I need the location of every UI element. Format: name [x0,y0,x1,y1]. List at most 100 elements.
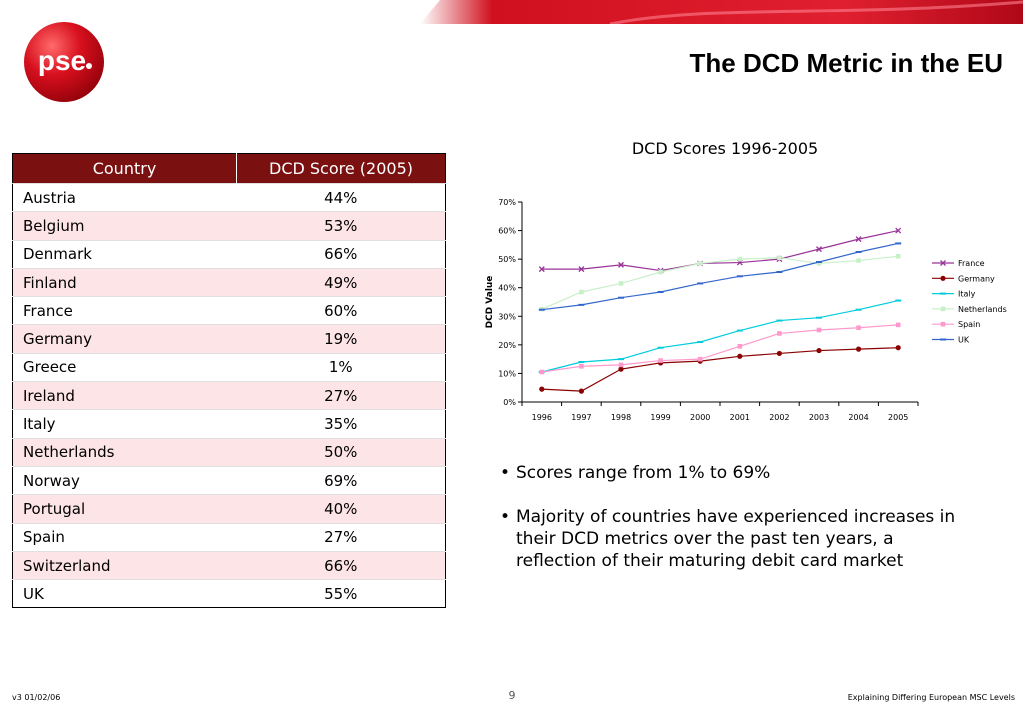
data-point-germany [776,350,782,357]
legend-marker-italy [940,292,946,295]
data-point-netherlands [618,281,624,286]
dcd-line-chart: 0% 10% 20% 30% 40% 50% 60% 70% 1996 1997 1998 1999 2… [478,190,1018,430]
data-point-netherlands [658,269,663,275]
score-cell: 19% [236,324,446,354]
data-point-germany [578,388,584,394]
data-point-france [895,227,902,234]
y-axis-label: DCD Value [485,276,495,329]
data-point-spain [539,369,545,375]
data-point-italy [697,341,704,343]
data-point-spain [658,358,663,363]
data-point-spain [895,322,901,328]
data-point-uk [736,275,743,278]
country-cell: Denmark [12,239,237,269]
series-line-netherlands [541,255,899,310]
country-cell: Germany [12,324,237,354]
series-line-france [541,229,899,272]
pse-logo: pse [22,20,106,104]
legend-label-france: France [958,259,985,268]
table-row: UK 55% [12,579,446,608]
data-point-italy [578,361,585,363]
country-cell: Portugal [12,494,237,524]
data-point-germany [895,345,901,351]
country-cell: Switzerland [12,550,237,580]
table-body: Austria 44% Belgium 53% Denmark 66% Finland 49%… [12,182,446,608]
x-tick-label: 2002 [769,413,789,422]
legend-marker-france [940,260,946,266]
x-tick-label: 2004 [848,413,868,422]
table-row: Switzerland 66% [12,550,446,580]
data-point-uk [816,261,822,263]
country-cell: Norway [12,465,237,495]
data-point-uk [657,291,664,293]
data-point-germany [737,353,743,359]
score-cell: 44% [236,182,446,212]
data-point-france [816,246,822,253]
score-cell: 35% [236,409,446,439]
y-tick-label: 50% [498,255,516,264]
dcd-score-table: Country DCD Score (2005) Austria 44% Belgi… [12,153,446,609]
legend-marker-uk [940,338,946,341]
y-tick-label: 60% [498,227,516,236]
table-row: Finland 49% [12,267,446,297]
score-cell: 55% [236,579,446,608]
data-point-france [618,261,624,268]
x-tick-label: 2001 [730,413,750,422]
legend-label-germany: Germany [958,274,995,283]
country-cell: Greece [12,352,237,382]
data-point-netherlands [737,256,743,262]
series-line-italy [541,299,899,373]
chart-svg: 0% 10% 20% 30% 40% 50% 60% 70% 1996 1997 1998 1999 2… [485,198,1007,422]
data-point-italy [895,299,902,302]
x-tick-label: 1998 [611,413,631,422]
data-point-germany [618,366,624,372]
country-cell: Austria [12,182,237,212]
table-row: Italy 35% [12,409,446,439]
header-band [410,0,1023,24]
score-cell: 53% [236,211,446,241]
country-cell: Italy [12,409,237,439]
data-point-spain [856,325,861,331]
table-row: Austria 44% [12,182,446,212]
table-row: Ireland 27% [12,381,446,410]
country-column-header: Country [12,153,237,184]
country-cell: Netherlands [12,437,237,467]
logo-text: pse [38,45,86,76]
country-cell: France [12,296,237,325]
country-cell: Finland [12,267,237,297]
chart-title: DCD Scores 1996-2005 [631,139,819,158]
data-point-france [538,266,545,273]
data-point-uk [697,282,704,285]
score-cell: 40% [236,494,446,524]
country-cell: UK [12,579,237,608]
x-tick-label: 2000 [690,413,710,422]
country-cell: Spain [12,522,237,552]
data-point-germany [816,347,822,354]
data-point-uk [538,308,545,311]
legend-marker-spain [940,321,946,327]
x-tick-label: 2005 [888,413,908,422]
score-cell: 50% [236,437,446,467]
slide-title: The DCD Metric in the EU [689,48,1003,78]
data-point-italy [618,358,624,361]
legend-label-uk: UK [958,336,970,345]
score-cell: 69% [236,465,446,495]
score-cell: 1% [236,352,446,382]
data-point-spain [579,363,584,369]
table-row: Spain 27% [12,522,446,552]
y-tick-label: 30% [498,312,516,321]
table-row: Belgium 53% [12,211,446,241]
bullet-item: Scores range from 1% to 69% [498,462,958,484]
table-row: Greece 1% [12,352,446,382]
y-tick-label: 10% [498,369,516,378]
data-point-uk [895,242,902,245]
legend-marker-netherlands [940,306,946,312]
data-point-uk [578,303,585,306]
table-row: Norway 69% [12,465,446,495]
data-point-france [855,236,862,243]
y-tick-label: 20% [498,341,516,350]
data-point-spain [697,356,703,362]
legend-label-italy: Italy [958,290,976,299]
data-point-uk [776,271,783,273]
table-row: Germany 19% [12,324,446,354]
